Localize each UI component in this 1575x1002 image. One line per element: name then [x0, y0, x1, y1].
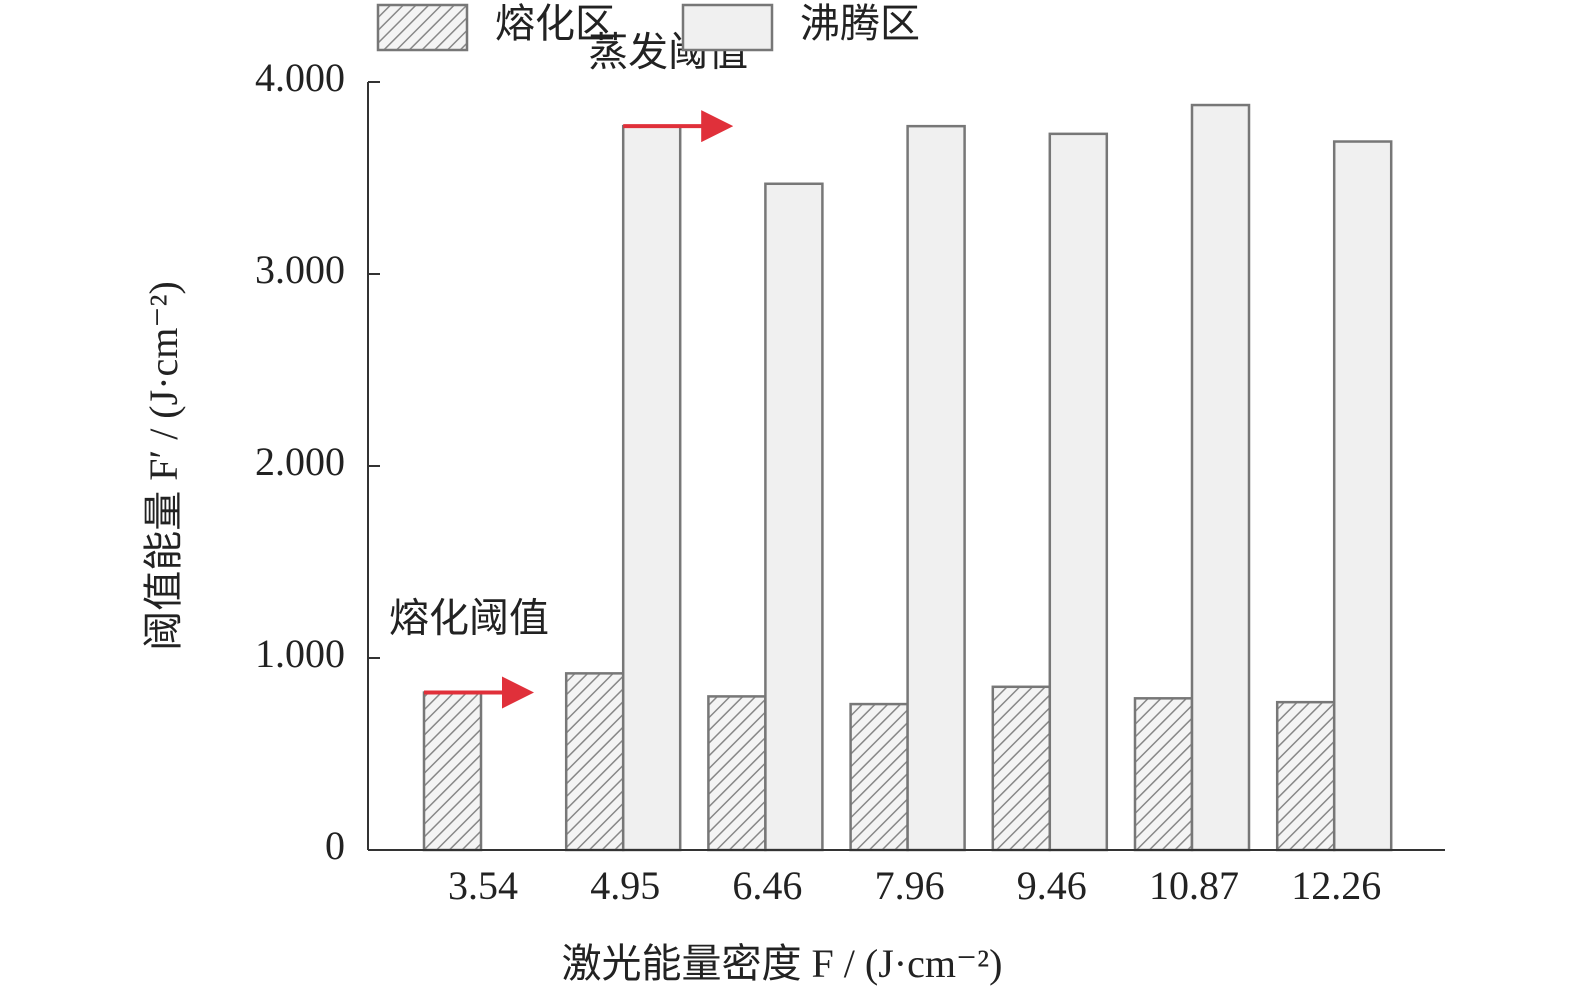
x-axis-label: 激光能量密度 F / (J·cm⁻²) [562, 941, 1003, 986]
x-tick-label: 6.46 [732, 863, 802, 908]
legend-swatch [376, 3, 469, 52]
x-tick-label: 3.54 [448, 863, 518, 908]
legend-label: 沸腾区 [800, 1, 920, 46]
bar [764, 182, 824, 852]
x-tick-label: 10.87 [1149, 863, 1239, 908]
y-axis-label: 阈值能量 F′ / (J·cm⁻²) [141, 281, 186, 651]
bar [1048, 132, 1109, 852]
bar [564, 672, 625, 852]
legend-swatch [681, 3, 774, 52]
y-tick-label: 1.000 [255, 631, 345, 676]
bar [707, 695, 767, 852]
legend-label: 熔化区 [495, 1, 615, 46]
y-tick-label: 3.000 [255, 247, 345, 292]
x-tick-label: 9.46 [1017, 863, 1087, 908]
x-tick-label: 4.95 [590, 863, 660, 908]
x-tick-label: 12.26 [1291, 863, 1381, 908]
bar [991, 685, 1052, 852]
y-tick-label: 4.000 [255, 55, 345, 100]
bar [849, 702, 909, 852]
bar [1133, 697, 1194, 852]
bar [906, 124, 966, 852]
y-tick-label: 0 [325, 823, 345, 868]
y-tick-label: 2.000 [255, 439, 345, 484]
bar [1275, 700, 1336, 852]
bar [422, 691, 483, 852]
bar [1190, 103, 1251, 852]
bar [1332, 140, 1393, 852]
x-tick-label: 7.96 [875, 863, 945, 908]
bar [621, 124, 682, 852]
annotation: 熔化阈值 [389, 596, 549, 641]
